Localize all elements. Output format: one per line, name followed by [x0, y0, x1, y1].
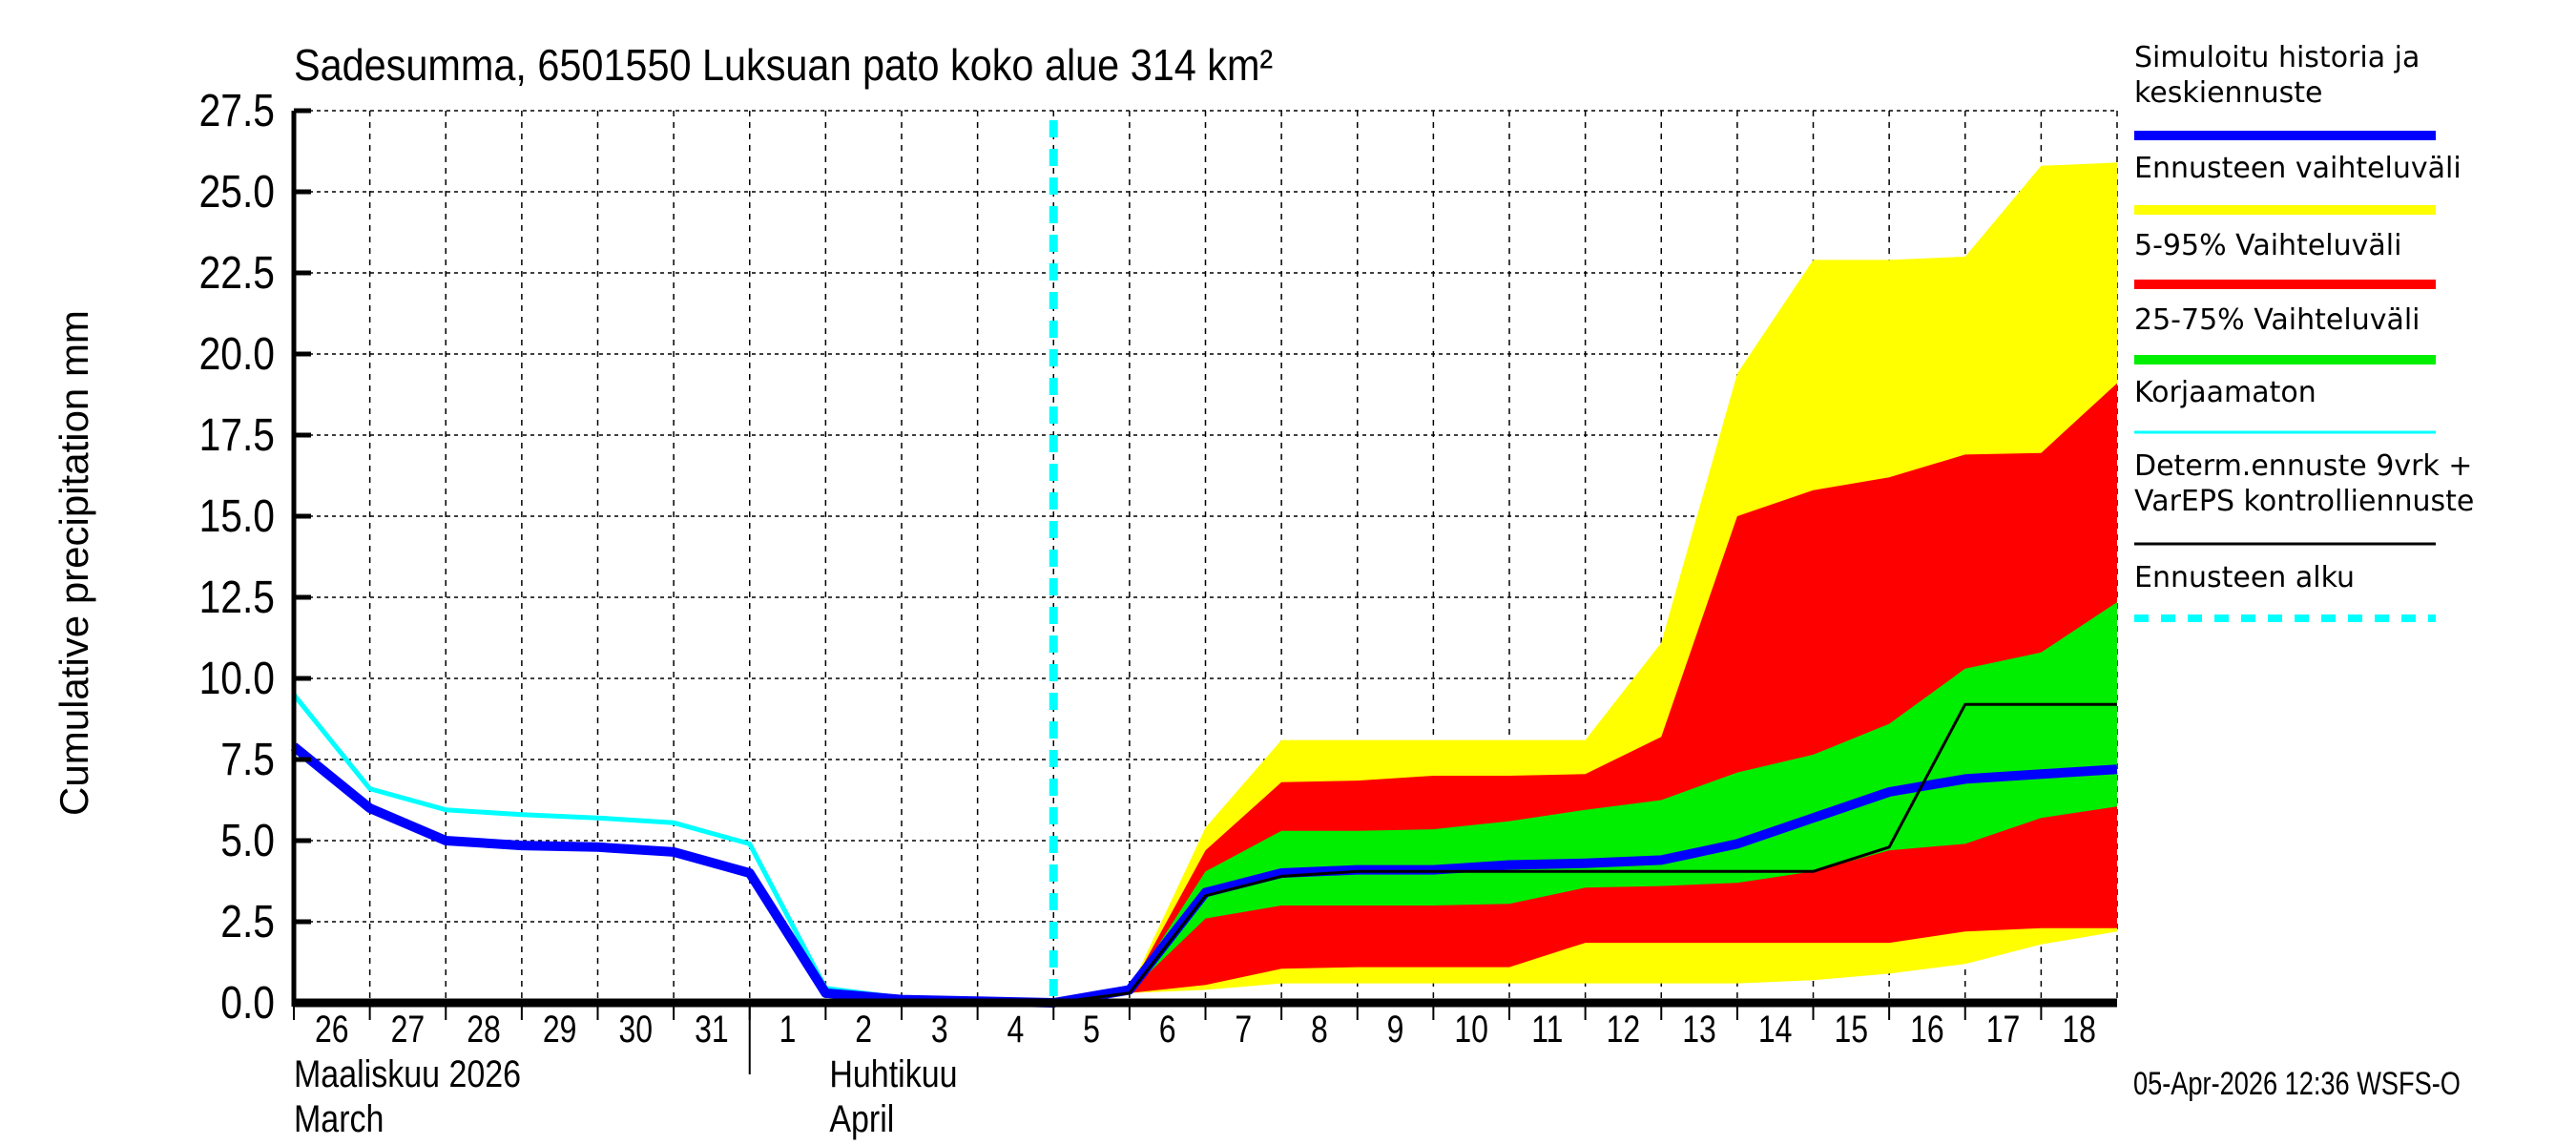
y-tick-label: 25.0: [199, 167, 275, 218]
y-tick-label: 7.5: [220, 735, 275, 785]
x-tick-label: 15: [1835, 1008, 1869, 1051]
x-tick-label: 28: [467, 1008, 501, 1051]
y-tick-label: 22.5: [199, 248, 275, 299]
x-tick-label: 4: [1008, 1008, 1025, 1051]
y-tick-label: 2.5: [220, 897, 275, 947]
x-tick-label: 1: [779, 1008, 797, 1051]
legend-label: Ennusteen vaihteluväli: [2134, 152, 2462, 185]
x-tick-label: 18: [2062, 1008, 2096, 1051]
legend-label: Korjaamaton: [2134, 376, 2316, 409]
x-tick-label: 13: [1682, 1008, 1716, 1051]
x-tick-label: 26: [315, 1008, 349, 1051]
x-tick-label: 30: [619, 1008, 654, 1051]
x-tick-label: 31: [695, 1008, 729, 1051]
x-tick-label: 16: [1910, 1008, 1944, 1051]
x-tick-label: 12: [1607, 1008, 1641, 1051]
chart-title: Sadesumma, 6501550 Luksuan pato koko alu…: [294, 41, 1273, 91]
legend-label: Determ.ennuste 9vrk +: [2134, 449, 2472, 483]
y-tick-label: 0.0: [220, 978, 275, 1029]
x-tick-label: 11: [1531, 1008, 1563, 1051]
legend-label: keskiennuste: [2134, 76, 2322, 110]
x-tick-label: 5: [1083, 1008, 1100, 1051]
legend-label: Ennusteen alku: [2134, 561, 2355, 594]
x-tick-label: 2: [855, 1008, 872, 1051]
x-tick-label: 14: [1758, 1008, 1793, 1051]
x-tick-label: 9: [1387, 1008, 1404, 1051]
y-tick-label: 10.0: [199, 654, 275, 704]
axes: 0.0 2.5 5.0 7.5 10.0 12.5 15.0 17.5 20.0 22.5 25.0…: [199, 86, 2117, 1140]
timestamp: 05-Apr-2026 12:36 WSFS-O: [2133, 1065, 2461, 1102]
y-tick-label: 20.0: [199, 329, 275, 380]
month-label-en: April: [829, 1096, 894, 1139]
y-tick-label: 5.0: [220, 816, 275, 866]
x-tick-label: 6: [1159, 1008, 1176, 1051]
y-tick-label: 27.5: [199, 86, 275, 136]
legend-label: Simuloitu historia ja: [2134, 41, 2420, 74]
bands: [1053, 162, 2117, 1004]
y-tick-label: 12.5: [199, 572, 275, 623]
x-tick-label: 7: [1235, 1008, 1252, 1051]
x-tick-label: 8: [1311, 1008, 1328, 1051]
legend-label: VarEPS kontrolliennuste: [2134, 485, 2474, 518]
x-tick-label: 17: [1986, 1008, 2021, 1051]
month-label-fi: Huhtikuu: [829, 1051, 957, 1094]
x-tick-label: 3: [931, 1008, 948, 1051]
band-25-75-vaihteluv-li: [1053, 602, 2117, 1003]
x-tick-label: 27: [391, 1008, 426, 1051]
legend-label: 5-95% Vaihteluväli: [2134, 229, 2401, 262]
legend-label: 25-75% Vaihteluväli: [2134, 303, 2420, 337]
y-tick-label: 15.0: [199, 491, 275, 542]
x-tick-label: 10: [1454, 1008, 1488, 1051]
y-tick-label: 17.5: [199, 410, 275, 461]
month-label-en: March: [294, 1096, 384, 1139]
x-tick-label: 29: [543, 1008, 577, 1051]
y-axis-label: Cumulative precipitation mm: [52, 310, 96, 816]
month-label-fi: Maaliskuu 2026: [294, 1051, 521, 1094]
